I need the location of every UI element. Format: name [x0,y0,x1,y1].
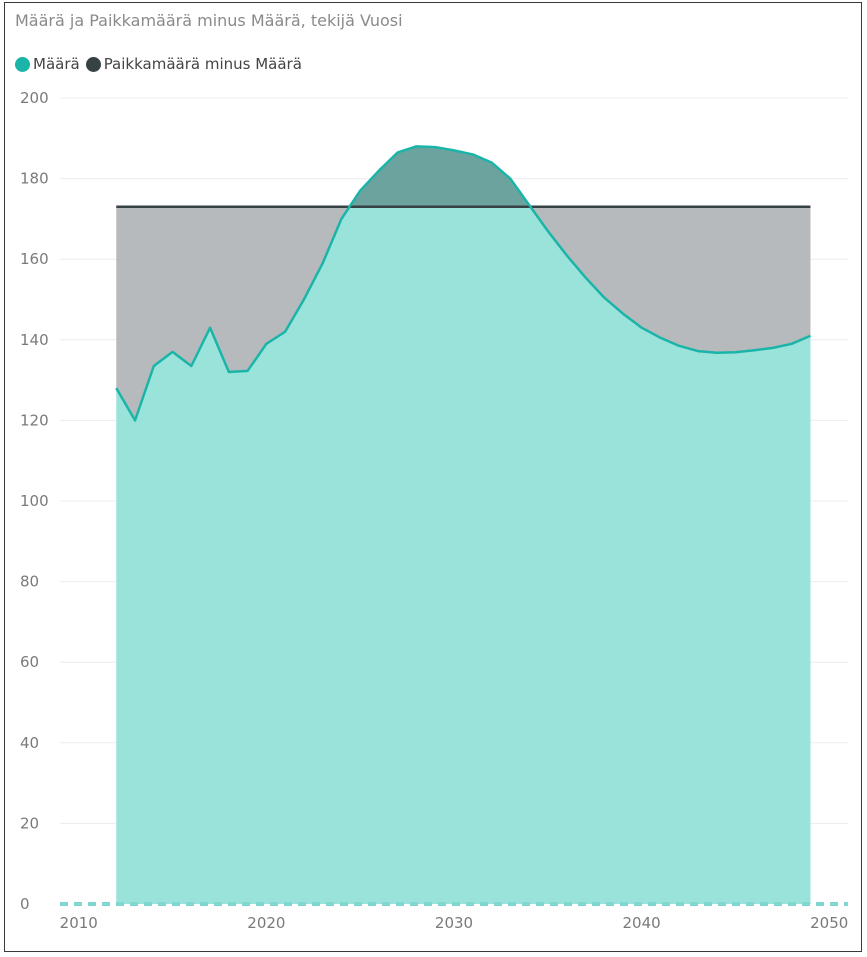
y-tick-label: 140 [20,331,49,349]
y-tick-label: 160 [20,250,49,268]
x-tick-label: 2030 [435,914,473,932]
legend-dot-maara [15,56,30,72]
x-tick-label: 2020 [247,914,285,932]
area-maara [116,146,811,905]
legend-item-paikkamaara-minus-maara[interactable]: Paikkamäärä minus Määrä [85,55,302,73]
legend-item-maara[interactable]: Määrä [15,55,80,73]
y-tick-label: 200 [20,89,49,107]
y-tick-label: 100 [20,492,49,510]
y-tick-label: 0 [20,895,30,913]
y-tick-label: 20 [20,814,39,832]
y-tick-label: 120 [20,411,49,429]
area-overlap [349,146,531,207]
area-paikkamaara-minus-maara [116,146,811,421]
x-tick-label: 2010 [60,914,98,932]
legend-label-maara: Määrä [33,55,80,73]
legend-dot-paikkamaara-minus-maara [85,56,101,72]
chart-title: Määrä ja Paikkamäärä minus Määrä, tekijä… [15,11,403,30]
x-tick-label: 2050 [810,914,848,932]
legend-label-paikkamaara-minus-maara: Paikkamäärä minus Määrä [103,55,302,73]
legend: Määrä Paikkamäärä minus Määrä [15,55,308,73]
line-maara [115,145,811,422]
y-tick-label: 180 [20,170,49,188]
x-tick-label: 2040 [623,914,661,932]
y-tick-label: 80 [20,573,39,591]
y-tick-label: 60 [20,653,39,671]
y-tick-label: 40 [20,734,39,752]
